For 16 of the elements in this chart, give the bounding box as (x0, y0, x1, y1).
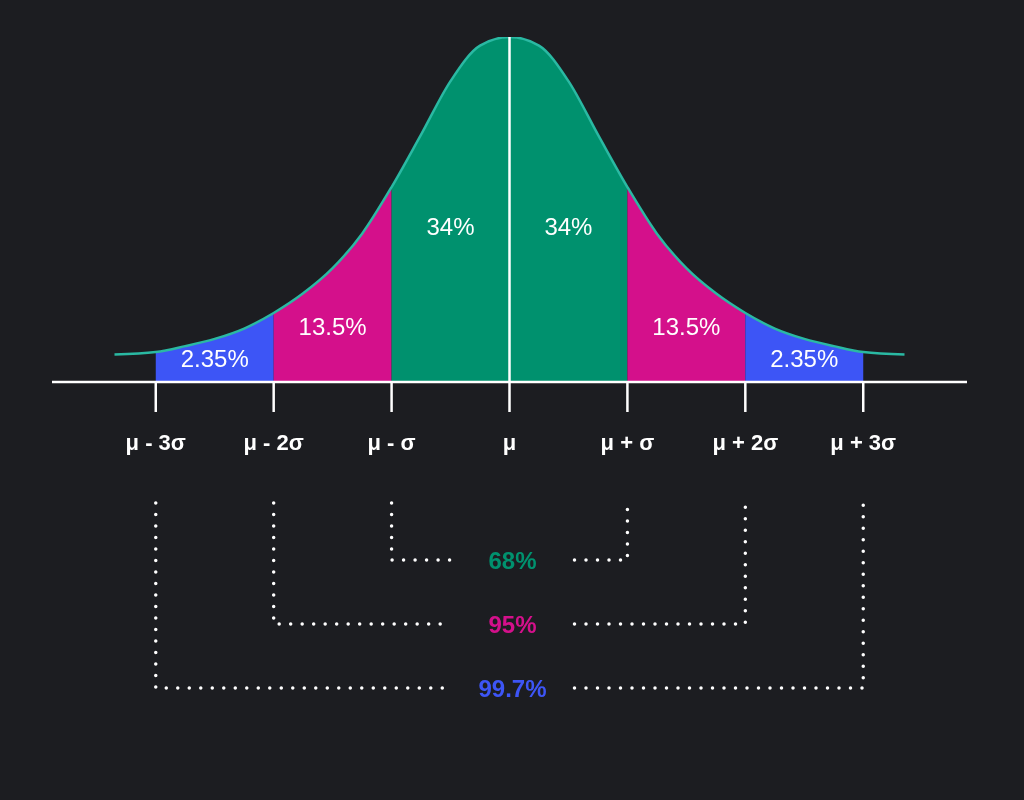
x-tick-label: μ (502, 429, 517, 455)
text: 99.7% (478, 674, 547, 702)
x-tick-label: μ + σ (600, 429, 655, 455)
text: 95% (488, 610, 537, 638)
text: 68% (488, 546, 537, 574)
annotation: 34% (426, 212, 475, 240)
annotation: 13.5% (298, 313, 367, 341)
annotation: 2.35% (180, 344, 249, 372)
annotation: 34% (544, 212, 593, 240)
x-tick-label: μ - σ (367, 429, 416, 455)
annotation: 2.35% (770, 344, 839, 372)
x-tick-label: μ + 3σ (830, 429, 897, 455)
annotation: 13.5% (652, 313, 721, 341)
x-tick-label: μ + 2σ (712, 429, 779, 455)
x-tick-label: μ - 3σ (125, 429, 186, 455)
x-tick-label: μ - 2σ (243, 429, 304, 455)
